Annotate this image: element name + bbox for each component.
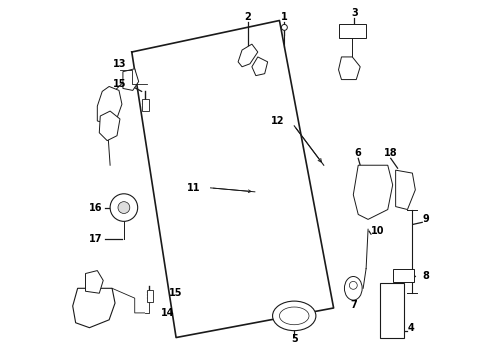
- Text: 14: 14: [161, 308, 175, 318]
- Bar: [392, 269, 415, 282]
- Ellipse shape: [279, 307, 309, 325]
- Polygon shape: [73, 288, 115, 328]
- Text: 11: 11: [187, 183, 201, 193]
- Text: 8: 8: [422, 271, 429, 282]
- Ellipse shape: [272, 301, 316, 330]
- Polygon shape: [85, 271, 103, 293]
- Circle shape: [118, 202, 130, 213]
- Text: 4: 4: [408, 323, 414, 333]
- Polygon shape: [353, 165, 392, 219]
- Bar: [147, 290, 153, 302]
- Text: 2: 2: [245, 12, 251, 22]
- Bar: [142, 99, 148, 111]
- Bar: [339, 24, 366, 38]
- Text: 18: 18: [384, 148, 397, 158]
- Text: 12: 12: [271, 116, 284, 126]
- Text: 5: 5: [291, 334, 297, 345]
- Ellipse shape: [349, 282, 357, 289]
- Text: 15: 15: [169, 288, 183, 298]
- Polygon shape: [339, 57, 360, 80]
- Text: 10: 10: [371, 226, 385, 236]
- Text: 16: 16: [89, 203, 102, 212]
- Text: 6: 6: [355, 148, 362, 158]
- Polygon shape: [98, 86, 122, 124]
- Circle shape: [281, 24, 287, 30]
- Text: 7: 7: [350, 300, 357, 310]
- Text: 1: 1: [281, 12, 288, 22]
- Text: 9: 9: [422, 215, 429, 224]
- Bar: [380, 283, 404, 338]
- Text: 13: 13: [113, 59, 127, 69]
- Polygon shape: [123, 69, 139, 90]
- Polygon shape: [238, 44, 258, 67]
- Ellipse shape: [344, 276, 362, 300]
- Text: 3: 3: [351, 8, 358, 18]
- Text: 17: 17: [89, 234, 102, 244]
- Polygon shape: [252, 57, 268, 76]
- Text: 15: 15: [113, 78, 127, 89]
- Polygon shape: [395, 170, 416, 210]
- Circle shape: [110, 194, 138, 221]
- Polygon shape: [99, 111, 120, 141]
